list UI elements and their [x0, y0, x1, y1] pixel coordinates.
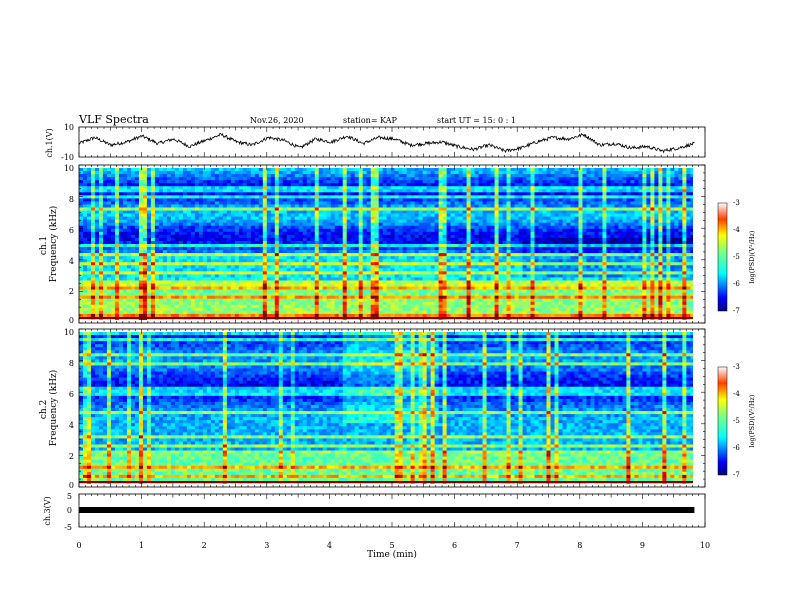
ch2-freq-tick-10: 10 [64, 328, 74, 337]
x-tick-label: 9 [640, 541, 645, 550]
ch1-freq-tick-10: 10 [64, 164, 74, 173]
ch2-colorbar-scale [717, 366, 728, 476]
ch1-ylabel: ch.1 Frequency (kHz) [39, 206, 59, 283]
x-tick-label: 3 [264, 541, 269, 550]
ch2-colorbar: -3 -4 -5 -6 -7 log(PSD)(V²/Hz) [717, 363, 756, 479]
ch1-spectrogram-heatmap [79, 168, 693, 320]
x-tick-label: 4 [327, 541, 332, 550]
ch3-ylabel: ch.3(V) [43, 496, 52, 525]
ch2-freq-tick-6: 6 [69, 390, 74, 399]
ch3-ytick-bottom: -5 [64, 523, 72, 532]
x-tick-label: 6 [452, 541, 457, 550]
ch2-freq-tick-8: 8 [69, 359, 74, 368]
x-tick-labels: 0 1 2 3 4 5 6 7 8 9 10 [76, 541, 710, 550]
ch1-cbar-tick-m4: -4 [733, 226, 740, 234]
ch1-freq-tick-0: 0 [69, 316, 74, 325]
x-tick-label: 7 [515, 541, 520, 550]
ch2-cbar-tick-m5: -5 [733, 417, 740, 425]
ch3-waveform-panel: 5 0 -5 ch.3(V) [43, 492, 706, 532]
ch1-freq-tick-4: 4 [69, 257, 74, 266]
ch1-ylabel: ch.1(V) [45, 128, 54, 157]
ch1-colorbar-label: log(PSD)(V²/Hz) [748, 230, 756, 283]
x-tick-label: 8 [577, 541, 582, 550]
ch2-cbar-tick-m3: -3 [733, 363, 740, 371]
x-axis-label: Time (min) [367, 549, 417, 560]
ch1-cbar-tick-m5: -5 [733, 253, 740, 261]
ch2-cbar-tick-m7: -7 [733, 471, 740, 479]
ch2-freq-tick-0: 0 [69, 481, 74, 490]
ch2-freq-tick-4: 4 [69, 421, 74, 430]
ch1-colorbar-scale [717, 202, 728, 312]
ch1-cbar-tick-m3: -3 [733, 199, 740, 207]
ch1-freq-tick-6: 6 [69, 226, 74, 235]
x-tick-label: 5 [389, 541, 394, 550]
x-tick-label: 2 [202, 541, 207, 550]
ch2-ylabel: ch.2 Frequency (kHz) [39, 370, 59, 447]
ch3-ytick-mid: 0 [67, 506, 72, 515]
ch1-ytick-bottom: -10 [61, 153, 74, 162]
ch2-ylabel-freq: Frequency (kHz) [48, 370, 59, 447]
station-label: station= KAP [343, 116, 398, 125]
x-tick-label: 1 [139, 541, 144, 550]
ch1-freq-tick-8: 8 [69, 195, 74, 204]
ch1-cbar-tick-m7: -7 [733, 307, 740, 315]
ch1-freq-tick-2: 2 [69, 287, 74, 296]
ch1-colorbar: -3 -4 -5 -6 -7 log(PSD)(V²/Hz) [717, 199, 756, 315]
ch2-freq-tick-2: 2 [69, 452, 74, 461]
ch2-spectrogram-panel: 0 2 4 6 8 10 ch.2 Frequency (kHz) [39, 328, 706, 490]
x-tick-label: 10 [700, 541, 710, 550]
ch2-cbar-tick-m6: -6 [733, 444, 740, 452]
ch2-ylabel-channel: ch.2 [39, 400, 49, 419]
ch1-spectrogram-panel: 0 2 4 6 8 10 ch.1 Frequency (kHz) [39, 164, 706, 325]
ch3-waveform-line [79, 507, 695, 513]
x-tick-label: 0 [76, 541, 81, 550]
ch1-waveform-panel: 10 -10 ch.1(V) [45, 123, 706, 162]
ch1-ytick-top: 10 [64, 123, 74, 132]
ch3-ytick-top: 5 [67, 492, 72, 501]
date-label: Nov.26, 2020 [250, 116, 304, 125]
ch1-cbar-tick-m6: -6 [733, 280, 740, 288]
ch2-cbar-tick-m4: -4 [733, 390, 740, 398]
figure-title: VLF Spectra [78, 113, 149, 126]
ch1-ylabel-channel: ch.1 [39, 236, 49, 255]
ch1-ylabel-freq: Frequency (kHz) [48, 206, 59, 283]
start-time-label: start UT = 15: 0 : 1 [437, 116, 516, 125]
ch1-waveform-line [78, 132, 695, 154]
axis-ticks [78, 127, 706, 527]
ch2-colorbar-label: log(PSD)(V²/Hz) [748, 394, 756, 447]
ch2-spectrogram-heatmap [79, 332, 693, 484]
